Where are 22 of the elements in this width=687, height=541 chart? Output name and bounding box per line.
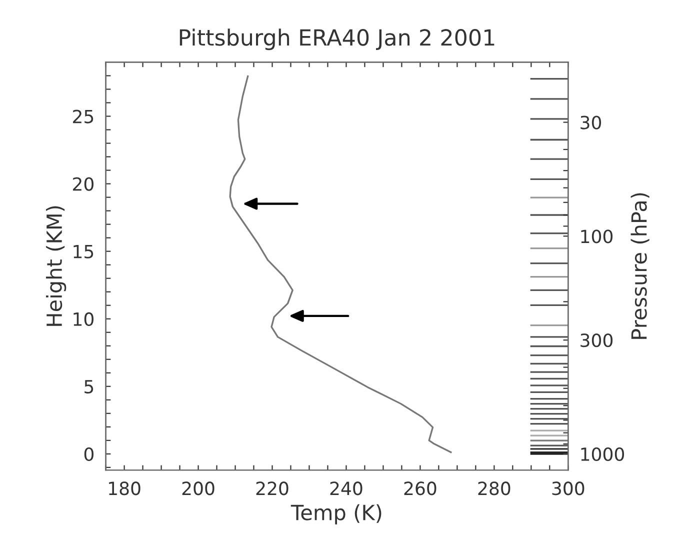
- x-tick-label: 240: [330, 482, 362, 496]
- line-series: [229, 75, 452, 454]
- x-axis-title: Temp (K): [290, 504, 382, 524]
- y2-axis-title: Pressure (hPa): [630, 193, 650, 339]
- y-tick-label: 10: [74, 312, 94, 326]
- x-tick-label: 180: [109, 482, 140, 496]
- x-tick-label: 260: [404, 482, 436, 496]
- x-tick-label: 280: [478, 482, 510, 496]
- y2-tick-label: 100: [581, 230, 613, 244]
- chart-title: Pittsburgh ERA40 Jan 2 2001: [180, 28, 494, 50]
- y2-tick-label: 30: [580, 116, 602, 130]
- x-tick-label: 220: [256, 482, 288, 496]
- x-tick-label: 300: [552, 482, 584, 496]
- y-tick-label: 0: [84, 447, 94, 462]
- y-tick-label: 25: [73, 110, 94, 124]
- y-tick-label: 5: [84, 380, 94, 394]
- y2-tick-label: 1000: [581, 447, 624, 462]
- y-tick-label: 15: [74, 245, 94, 258]
- y2-tick-label: 300: [580, 334, 613, 348]
- y-tick-label: 20: [73, 177, 94, 191]
- y-axis-title: Height (KM): [46, 206, 66, 326]
- x-tick-label: 200: [182, 482, 214, 496]
